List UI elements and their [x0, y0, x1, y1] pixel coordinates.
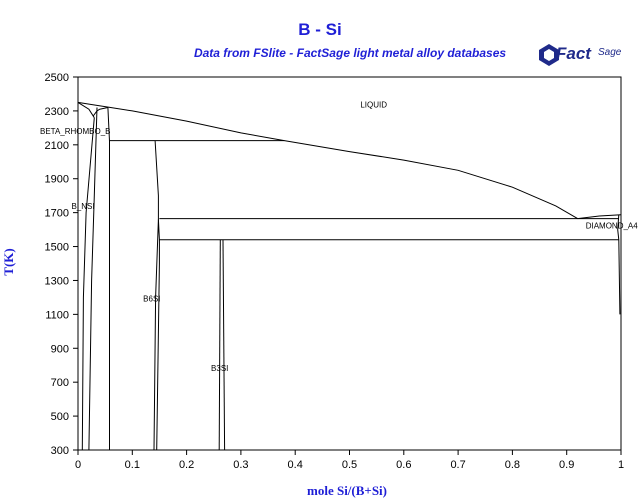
- phase-boundary-line: [81, 117, 95, 451]
- page-title: B - Si: [298, 20, 342, 39]
- x-tick-label: 0.2: [179, 459, 194, 471]
- phase-label: BETA_RHOMBO_B: [40, 127, 111, 136]
- phase-boundaries: [77, 101, 622, 451]
- x-axis-label: mole Si/(B+Si): [307, 483, 387, 498]
- y-tick-label: 1500: [45, 242, 69, 254]
- phase-boundary-line: [77, 101, 578, 220]
- y-tick-label: 2100: [45, 140, 69, 152]
- x-tick-label: 0.8: [505, 459, 520, 471]
- logo-wordmark: Fact: [556, 44, 591, 63]
- phase-label: LIQUID: [360, 101, 387, 110]
- phase-boundary-line: [617, 214, 621, 315]
- x-tick-label: 0.9: [559, 459, 574, 471]
- phase-boundary-line: [107, 107, 110, 450]
- x-tick-label: 0.7: [450, 459, 465, 471]
- y-tick-label: 1700: [45, 208, 69, 220]
- y-tick-label: 2500: [45, 72, 69, 84]
- y-tick-label: 700: [51, 377, 69, 389]
- y-tick-label: 2300: [45, 106, 69, 118]
- phase-labels: LIQUID BETA_RHOMBO_B B_NSI B6SI B3SI DIAMOND_…: [40, 101, 638, 374]
- phase-boundary-line: [156, 219, 160, 451]
- phase-label: DIAMOND_A4: [586, 222, 639, 231]
- phase-boundary-line: [577, 214, 622, 220]
- y-tick-label: 900: [51, 343, 69, 355]
- phase-boundary-line: [77, 101, 95, 118]
- y-tick-label: 1300: [45, 275, 69, 287]
- x-tick-label: 0.4: [288, 459, 303, 471]
- axis-ticks: 0 0.1 0.2 0.3 0.4 0.5 0.6 0.7 0.8 0.9 130050070090…: [45, 72, 625, 471]
- phase-label: B_NSI: [71, 202, 94, 211]
- y-axis-label: T(K): [1, 248, 16, 275]
- x-tick-label: 0.1: [125, 459, 140, 471]
- y-tick-label: 300: [51, 445, 69, 457]
- phase-boundary-line: [222, 239, 226, 451]
- page-subtitle: Data from FSlite - FactSage light metal …: [193, 46, 507, 60]
- y-tick-label: 500: [51, 411, 69, 423]
- phase-label: B6SI: [143, 295, 160, 304]
- x-tick-label: 0.3: [233, 459, 248, 471]
- logo-wordmark-sage: Sage: [598, 47, 622, 58]
- x-tick-label: 0: [75, 459, 81, 471]
- x-tick-label: 0.6: [396, 459, 411, 471]
- y-tick-label: 1900: [45, 174, 69, 186]
- y-tick-label: 1100: [45, 309, 69, 321]
- x-tick-label: 0.5: [342, 459, 357, 471]
- x-tick-label: 1: [618, 459, 624, 471]
- factsage-logo: Fact Sage: [536, 40, 622, 70]
- phase-label: B3SI: [211, 364, 228, 373]
- phase-boundary-line: [92, 107, 109, 117]
- phase-boundary-line: [88, 107, 98, 451]
- phase-boundary-line: [218, 239, 221, 451]
- logo-emblem-icon: [539, 44, 559, 66]
